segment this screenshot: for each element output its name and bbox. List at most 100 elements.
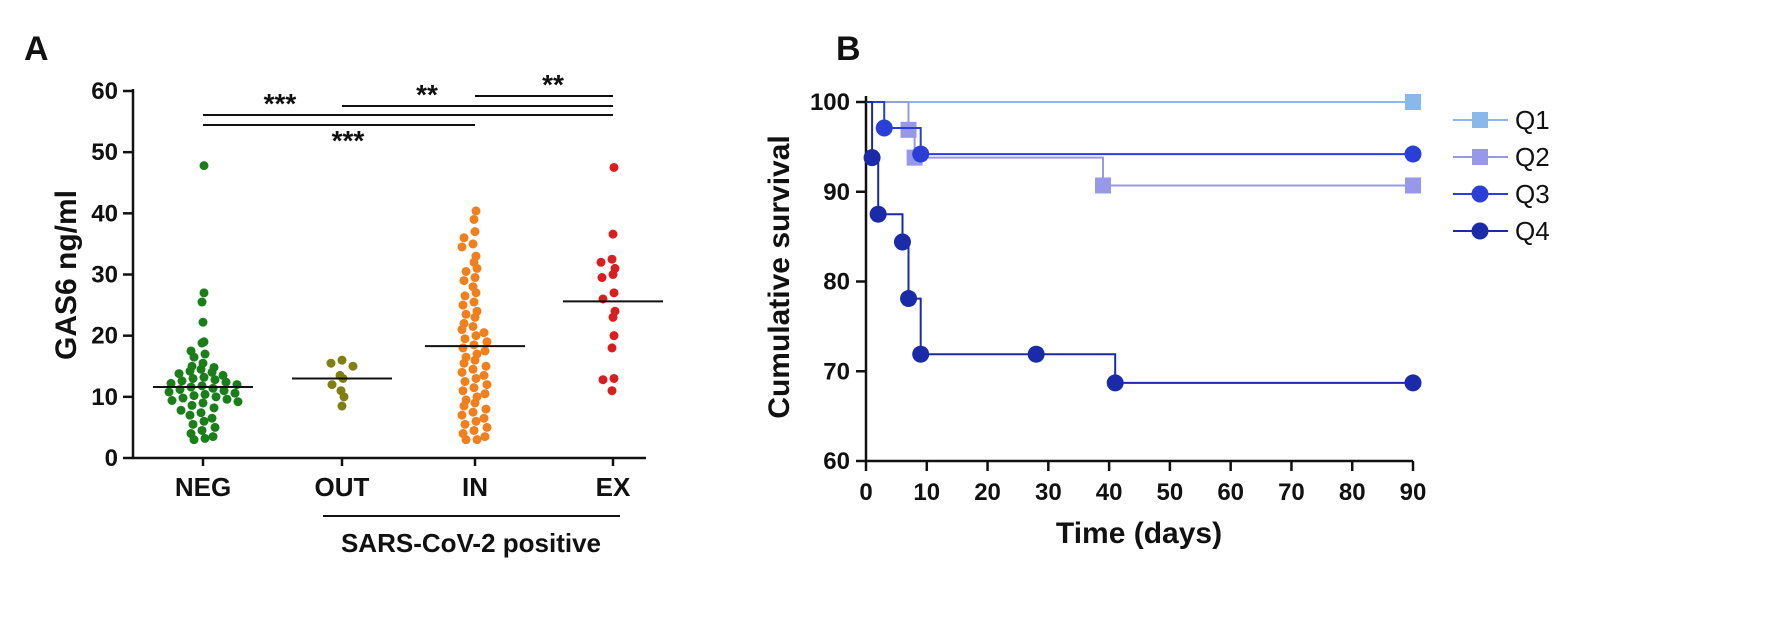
data-point-neg [188,373,198,383]
data-point-in [459,358,469,368]
significance-label: ** [542,69,564,100]
data-point-ex [608,229,618,239]
data-point-in [461,309,471,319]
data-point-out [337,355,347,365]
data-point-in [480,432,490,442]
data-point-neg [222,394,232,404]
data-point-in [471,288,481,298]
data-point-in [479,328,489,338]
data-point-neg [199,161,209,171]
significance-label: *** [264,88,297,119]
panel-b-x-tick-label: 70 [1278,479,1305,506]
data-point-in [471,373,481,383]
panel-b-y-tick-label: 100 [810,89,850,116]
data-point-in [482,380,492,390]
data-point-in [470,312,480,322]
data-point-ex [598,375,608,385]
data-point-in [469,297,479,307]
data-point-neg [188,419,198,429]
panel-b-survival-chart: Cumulative survival Time (days) 60 70 80 90… [763,89,1550,550]
data-point-in [480,389,490,399]
data-point-ex [607,254,617,264]
panel-b-axes: 60 70 80 90 100 0 10 20 30 40 50 60 70 80 90 [810,89,1426,506]
data-point-neg [185,366,195,376]
survival-line-q3 [866,101,1413,156]
data-point-in [480,346,490,356]
censor-marker-q4 [900,290,918,308]
data-point-in [470,273,480,283]
data-point-in [457,242,467,252]
legend-marker-q2 [1472,149,1488,165]
data-point-in [469,214,479,224]
censor-marker-q1 [1405,94,1421,110]
data-point-in [470,355,480,365]
data-point-out [348,361,358,371]
data-point-neg [174,369,184,379]
data-point-in [468,321,478,331]
censor-marker-q4 [863,149,881,167]
data-point-in [482,337,492,347]
panel-a-y-tick-label: 0 [105,445,118,472]
panel-b-letter: B [836,30,861,68]
panel-b-y-tick-label: 70 [823,358,850,385]
censor-marker-q2 [1095,177,1112,194]
panel-a-y-tick-label: 10 [91,384,118,411]
panel-b-series [863,94,1422,392]
data-point-in [479,413,489,423]
data-point-in [457,325,467,335]
data-point-neg [176,405,186,415]
panel-b-y-tick-label: 90 [823,179,850,206]
data-point-in [460,334,470,344]
data-point-neg [209,403,219,413]
censor-marker-q4 [1106,374,1124,392]
data-point-in [481,361,491,371]
data-point-ex [609,162,619,172]
data-point-neg [199,372,209,382]
data-point-ex [609,331,619,341]
data-point-ex [608,270,618,279]
data-point-neg [199,288,209,298]
data-point-in [461,266,471,276]
data-point-neg [199,416,209,426]
data-point-neg [221,377,231,387]
data-point-in [471,416,481,426]
data-point-neg [210,422,220,432]
data-point-in [481,404,491,414]
legend-label-q3: Q3 [1515,179,1550,209]
panel-a-y-axis-title: GAS6 ng/ml [50,190,83,360]
panel-b-x-tick-label: 40 [1096,479,1123,506]
data-point-in [470,227,480,237]
data-point-in [472,263,482,273]
data-point-in [468,364,478,374]
data-point-in [468,239,478,249]
panel-b-x-tick-label: 0 [859,479,872,506]
significance-label: ** [416,79,438,110]
panel-b-y-tick-label: 60 [823,448,850,475]
data-point-neg [210,375,220,385]
data-point-in [469,383,479,393]
censor-marker-q4 [869,205,887,223]
data-point-in [459,276,469,286]
legend-label-q2: Q2 [1515,142,1550,172]
data-point-neg [197,381,207,391]
data-point-neg [185,410,195,420]
data-point-in [457,410,467,420]
panel-a-category-label: OUT [315,472,370,502]
legend-marker-q3 [1471,185,1489,203]
data-point-neg [196,364,206,374]
data-point-neg [198,398,208,408]
data-point-neg [207,367,217,377]
data-point-out [327,380,337,390]
censor-marker-q2 [1405,177,1421,194]
data-point-in [458,386,468,396]
data-point-neg [177,376,187,386]
data-point-neg [187,400,197,410]
data-point-in [459,233,469,243]
data-point-in [458,343,468,353]
panel-b-x-tick-label: 30 [1035,479,1062,506]
data-point-in [469,425,479,435]
data-point-in [460,377,470,387]
data-point-neg [208,432,218,442]
